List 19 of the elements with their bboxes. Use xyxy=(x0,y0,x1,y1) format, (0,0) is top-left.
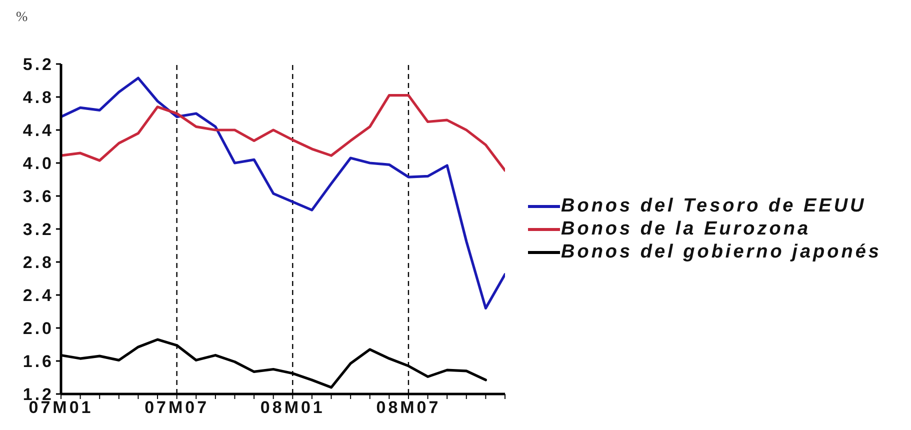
legend-label: Bonos del gobierno japonés xyxy=(561,241,882,263)
y-tick-label: 3.2 xyxy=(22,220,54,240)
y-axis-title: % xyxy=(16,10,28,26)
y-tick-label: 1.6 xyxy=(22,352,54,372)
x-tick-label: 07M07 xyxy=(144,398,210,418)
legend-label: Bonos del Tesoro de EEUU xyxy=(561,195,866,217)
y-tick-label: 5.2 xyxy=(22,55,54,74)
y-tick-label: 2.0 xyxy=(22,319,54,338)
y-tick-label: 2.4 xyxy=(22,286,54,306)
y-tick-label: 2.8 xyxy=(22,253,54,272)
legend-label: Bonos de la Eurozona xyxy=(561,218,811,240)
x-tick-label: 08M01 xyxy=(260,398,325,418)
y-tick-label: 4.4 xyxy=(22,121,54,140)
line-series xyxy=(61,76,505,310)
y-tick-label: 4.8 xyxy=(22,88,54,108)
x-tick-label: 08M07 xyxy=(376,398,441,418)
y-tick-label: 3.6 xyxy=(22,187,54,206)
y-tick-label: 4.0 xyxy=(22,154,54,174)
line-series xyxy=(61,94,505,172)
